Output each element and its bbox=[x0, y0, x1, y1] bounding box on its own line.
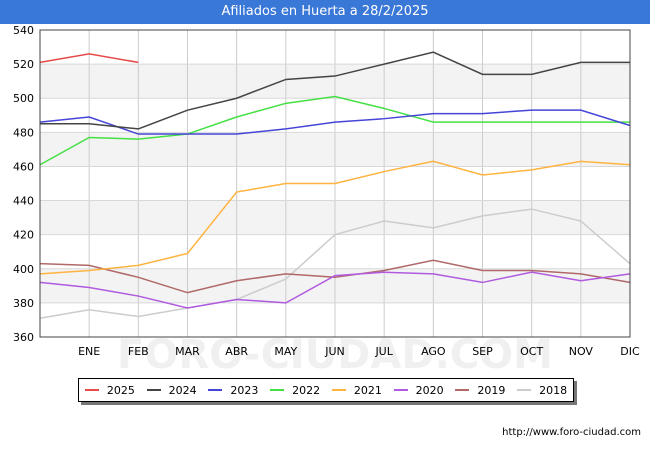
chart-title: Afiliados en Huerta a 28/2/2025 bbox=[0, 0, 650, 24]
series-line-2021 bbox=[39, 160, 631, 275]
x-tick-label: NOV bbox=[569, 345, 594, 358]
x-tick-label: JUL bbox=[374, 345, 393, 358]
y-tick-label: 520 bbox=[13, 58, 34, 71]
plot-frame bbox=[39, 29, 631, 338]
y-tick-label: 440 bbox=[13, 195, 34, 208]
legend-label: 2020 bbox=[415, 383, 444, 397]
x-axis-ticks: ENE FEB MAR ABR MAY JUN JUL AGO SEP OCT NOV DIC bbox=[78, 345, 640, 358]
x-tick-label: ABR bbox=[225, 345, 248, 358]
legend: 2025 2024 2023 2022 2021 2020 2019 2018 bbox=[78, 378, 574, 402]
x-tick-label: ENE bbox=[78, 345, 100, 358]
legend-item-2021: 2021 bbox=[331, 383, 382, 397]
legend-item-2022: 2022 bbox=[270, 384, 320, 397]
legend-item-2025: 2025 bbox=[84, 383, 135, 397]
legend-swatch bbox=[270, 389, 285, 391]
legend-item-2018: 2018 bbox=[517, 384, 567, 397]
x-tick-label: MAY bbox=[274, 345, 297, 358]
legend-label: 2024 bbox=[168, 383, 197, 397]
legend-swatch bbox=[517, 389, 532, 391]
y-tick-label: 400 bbox=[13, 263, 34, 276]
source-url: http://www.foro-ciudad.com bbox=[502, 427, 641, 438]
legend-label: 2018 bbox=[539, 383, 568, 397]
x-tick-label: SEP bbox=[472, 345, 493, 358]
series-line-2018 bbox=[39, 208, 631, 319]
y-tick-label: 500 bbox=[13, 92, 34, 105]
legend-swatch bbox=[331, 389, 346, 391]
y-axis-ticks: 360 380 400 420 440 460 480 500 520 540 bbox=[13, 24, 34, 344]
series-line-2020 bbox=[39, 271, 631, 309]
x-tick-label: FEB bbox=[128, 345, 149, 358]
y-tick-label: 460 bbox=[13, 160, 34, 173]
legend-item-2020: 2020 bbox=[393, 383, 444, 397]
x-tick-label: JUN bbox=[324, 345, 345, 358]
series-lines bbox=[39, 51, 631, 319]
series-line-2022 bbox=[39, 95, 630, 166]
y-tick-label: 420 bbox=[13, 229, 34, 242]
y-tick-label: 380 bbox=[13, 297, 34, 310]
legend-swatch bbox=[146, 389, 161, 391]
x-tick-label: MAR bbox=[175, 345, 200, 358]
x-tick-label: AGO bbox=[421, 345, 446, 358]
series-line-2024 bbox=[40, 51, 630, 130]
x-tick-label: DIC bbox=[620, 345, 640, 358]
watermark: FORO-CIUDAD.COM bbox=[117, 332, 553, 378]
grid-lines bbox=[40, 29, 630, 338]
legend-item-2019: 2019 bbox=[455, 384, 505, 397]
legend-swatch bbox=[208, 389, 223, 391]
legend-label: 2019 bbox=[477, 383, 506, 397]
y-tick-label: 360 bbox=[13, 331, 34, 344]
legend-swatch bbox=[455, 389, 470, 391]
series-line-2019 bbox=[39, 259, 631, 294]
legend-label: 2023 bbox=[230, 383, 259, 397]
y-tick-label: 480 bbox=[13, 126, 34, 139]
legend-label: 2021 bbox=[353, 383, 382, 397]
legend-label: 2025 bbox=[106, 383, 135, 397]
x-tick-label: OCT bbox=[520, 345, 543, 358]
legend-label: 2022 bbox=[292, 383, 321, 397]
series-line-2025 bbox=[39, 53, 139, 64]
legend-swatch bbox=[393, 389, 408, 391]
y-tick-label: 540 bbox=[13, 24, 34, 37]
legend-item-2024: 2024 bbox=[146, 383, 197, 397]
legend-item-2023: 2023 bbox=[208, 384, 258, 397]
series-line-2023 bbox=[39, 109, 631, 135]
legend-swatch bbox=[84, 389, 99, 391]
